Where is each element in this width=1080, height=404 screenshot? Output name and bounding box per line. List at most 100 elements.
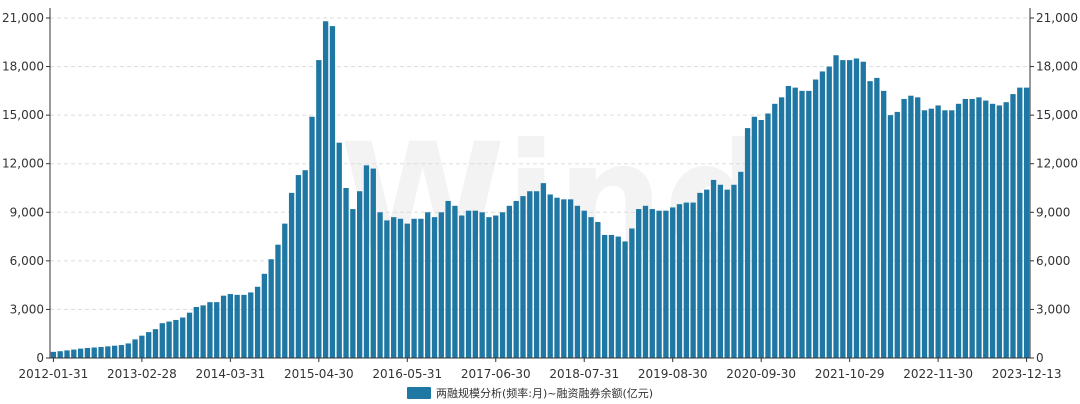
bar xyxy=(336,142,342,358)
bar xyxy=(744,128,751,358)
bar xyxy=(357,191,363,358)
bar xyxy=(663,210,669,358)
bar xyxy=(370,168,376,358)
bar xyxy=(989,103,996,358)
bar xyxy=(935,105,941,359)
bar xyxy=(847,60,853,358)
bar xyxy=(533,191,540,358)
y-tick-label: 12,000 xyxy=(2,157,44,171)
bar xyxy=(425,212,431,358)
bar xyxy=(214,302,220,358)
bar xyxy=(840,60,846,358)
bar xyxy=(411,218,417,358)
bar xyxy=(983,100,989,358)
y-tick-label: 6,000 xyxy=(1036,254,1070,268)
bar xyxy=(363,165,370,358)
legend[interactable]: 两融规模分析(频率:月)~融资融券余额(亿元) xyxy=(407,386,653,400)
x-tick-label: 2018-07-31 xyxy=(549,367,619,381)
bar xyxy=(391,217,397,358)
bar xyxy=(64,350,70,358)
bar xyxy=(180,317,186,358)
bar xyxy=(486,217,492,358)
bar xyxy=(234,294,240,358)
bar xyxy=(656,210,662,358)
x-tick-label: 2021-10-29 xyxy=(815,367,885,381)
bar xyxy=(71,349,77,358)
x-axis-ticks: 2012-01-31 2013-02-28 2014-03-31 2015-04-30… xyxy=(19,358,1061,381)
bar xyxy=(152,329,159,358)
bar xyxy=(350,209,356,358)
bar xyxy=(860,61,866,359)
legend-swatch xyxy=(407,387,431,399)
bar xyxy=(105,346,111,358)
bar xyxy=(1010,94,1016,358)
bar xyxy=(615,236,621,358)
bar xyxy=(697,192,703,358)
bar xyxy=(1003,102,1009,358)
bar xyxy=(969,98,975,358)
bar xyxy=(146,332,152,358)
y-tick-label: 15,000 xyxy=(1036,108,1078,122)
bar xyxy=(112,345,118,358)
bar xyxy=(867,81,873,358)
y-tick-label: 21,000 xyxy=(1036,11,1078,25)
bar xyxy=(751,116,758,358)
y-tick-label: 9,000 xyxy=(10,205,44,219)
y-tick-label: 6,000 xyxy=(10,254,44,268)
bar xyxy=(445,200,451,358)
bar xyxy=(472,210,478,358)
bar xyxy=(887,115,894,358)
bar xyxy=(921,110,928,358)
bar xyxy=(799,90,805,359)
bar xyxy=(125,343,131,358)
bar xyxy=(554,197,560,358)
x-tick-label: 2020-09-30 xyxy=(726,367,796,381)
bar xyxy=(159,323,165,358)
bar xyxy=(77,348,84,358)
y-tick-label: 12,000 xyxy=(1036,157,1078,171)
y-tick-label: 9,000 xyxy=(1036,205,1070,219)
bar xyxy=(295,175,302,358)
bar xyxy=(738,171,744,358)
bar xyxy=(431,217,438,358)
bar xyxy=(173,319,179,358)
bar xyxy=(227,294,233,358)
bar xyxy=(826,66,832,358)
bar xyxy=(894,111,900,359)
bar xyxy=(377,212,383,358)
bar xyxy=(241,294,247,358)
bar xyxy=(608,234,615,358)
bar xyxy=(261,273,268,358)
bar xyxy=(772,103,778,358)
bar xyxy=(561,199,567,358)
bar xyxy=(724,189,730,358)
bar xyxy=(84,347,91,358)
x-tick-label: 2016-05-31 xyxy=(372,367,442,381)
y-tick-label: 18,000 xyxy=(1036,60,1078,74)
bar xyxy=(343,188,349,358)
bar xyxy=(806,90,812,359)
bar xyxy=(275,244,281,358)
bar xyxy=(636,209,642,358)
bar xyxy=(670,207,676,358)
bar xyxy=(397,218,404,358)
bar xyxy=(595,222,601,358)
bar xyxy=(812,79,819,359)
x-tick-label: 2014-03-31 xyxy=(195,367,265,381)
bar xyxy=(622,241,628,358)
bar xyxy=(268,259,274,358)
bar xyxy=(132,339,138,358)
bar xyxy=(513,200,519,358)
bar xyxy=(683,202,689,358)
bar xyxy=(915,97,921,358)
bar xyxy=(418,218,424,358)
bar xyxy=(547,194,553,358)
bar xyxy=(493,215,499,358)
bar xyxy=(220,295,227,358)
bar xyxy=(881,90,887,359)
bar xyxy=(949,110,955,358)
bar xyxy=(581,210,587,358)
y-tick-label: 21,000 xyxy=(2,11,44,25)
bar xyxy=(996,105,1003,359)
bar xyxy=(91,347,97,358)
